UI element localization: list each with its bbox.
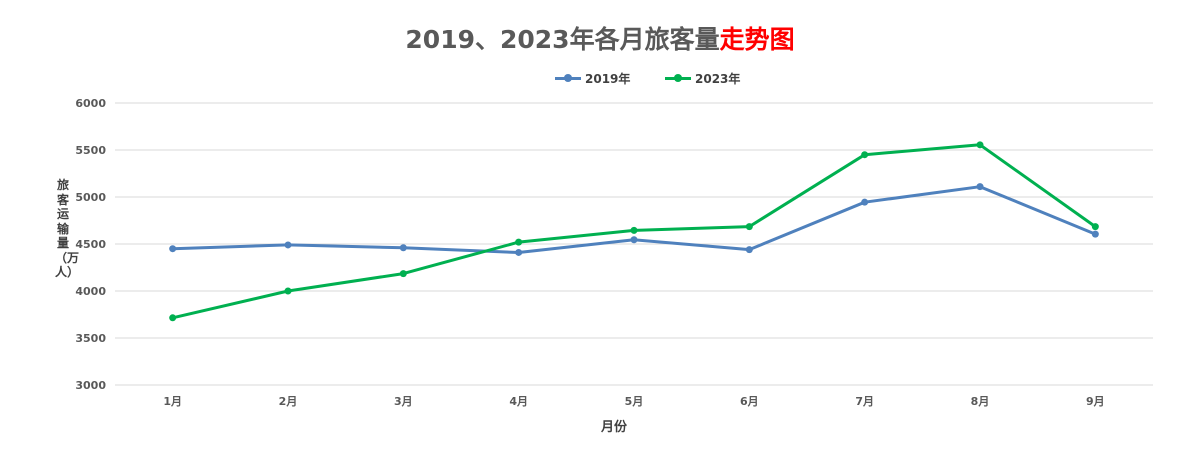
y-tick-label-2: 4000 — [75, 285, 106, 298]
x-tick-label-7: 8月 — [971, 395, 990, 408]
series-2-point-1 — [169, 314, 177, 322]
legend-label-series-2: 2023年 — [695, 71, 741, 86]
series-1-point-5 — [630, 236, 638, 244]
series-1-point-6 — [745, 246, 753, 254]
series-2-point-2 — [284, 287, 292, 295]
y-tick-label-5: 5500 — [75, 144, 106, 157]
x-tick-label-0: 1月 — [163, 395, 182, 408]
y-tick-label-3: 4500 — [75, 238, 106, 251]
y-tick-label-4: 5000 — [75, 191, 106, 204]
legend-item-series-2[interactable]: 2023年 — [665, 68, 740, 88]
legend-swatch-series-1 — [555, 68, 581, 88]
series-1-point-4 — [515, 248, 523, 256]
chart-title-main: 2019、2023年各月旅客量 — [405, 25, 720, 54]
series-2-point-8 — [976, 141, 984, 149]
legend-swatch-series-2-dot — [674, 74, 682, 82]
x-tick-label-5: 6月 — [740, 395, 759, 408]
series-2-point-5 — [630, 226, 638, 234]
chart-title-highlight: 走势图 — [719, 25, 795, 54]
chart-legend: 2019年 2023年 — [0, 68, 1200, 88]
x-tick-label-2: 3月 — [394, 395, 413, 408]
series-1-point-1 — [169, 245, 177, 253]
series-2-point-6 — [745, 223, 753, 231]
y-tick-label-1: 3500 — [75, 332, 106, 345]
y-tick-label-0: 3000 — [75, 379, 106, 392]
x-tick-label-8: 9月 — [1086, 395, 1105, 408]
x-axis-title: 月份 — [600, 420, 627, 435]
series-1-point-3 — [399, 244, 407, 252]
x-tick-label-6: 7月 — [855, 395, 874, 408]
series-2-point-3 — [399, 270, 407, 278]
x-tick-label-3: 4月 — [509, 395, 528, 408]
y-axis-title: 旅客运输量（万人） — [55, 178, 80, 279]
y-tick-label-6: 6000 — [75, 97, 106, 110]
x-tick-label-1: 2月 — [279, 395, 298, 408]
series-1-point-7 — [861, 198, 869, 206]
legend-label-series-1: 2019年 — [585, 71, 631, 86]
series-1-point-2 — [284, 241, 292, 249]
series-1-point-8 — [976, 183, 984, 191]
series-2-point-4 — [515, 238, 523, 246]
legend-item-series-1[interactable]: 2019年 — [555, 68, 630, 88]
series-2-point-9 — [1091, 223, 1099, 231]
chart-title: 2019、2023年各月旅客量走势图 — [0, 20, 1200, 56]
legend-swatch-series-1-dot — [564, 74, 572, 82]
series-1-point-9 — [1091, 230, 1099, 238]
legend-swatch-series-2 — [665, 68, 691, 88]
series-2-point-7 — [861, 151, 869, 159]
x-tick-label-4: 5月 — [625, 395, 644, 408]
